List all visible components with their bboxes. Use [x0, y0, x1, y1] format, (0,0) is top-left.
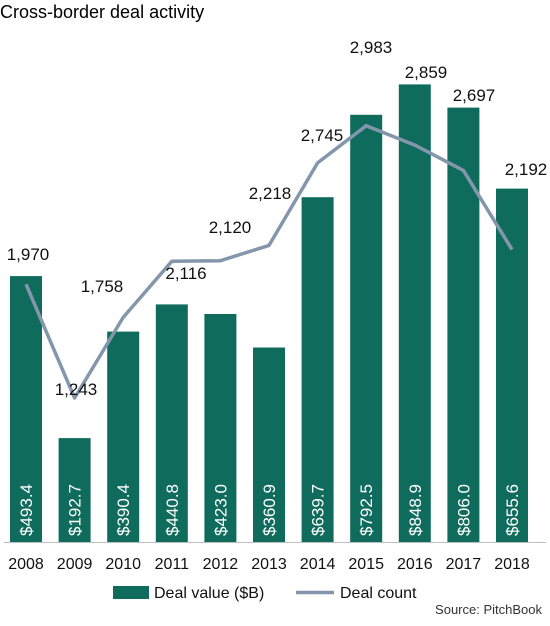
deal-count-line	[24, 123, 514, 400]
x-tick-2018: 2018	[494, 556, 530, 573]
bar-value-label-2011: $440.8	[163, 484, 182, 536]
x-tick-2011: 2011	[155, 556, 190, 573]
bar-value-label-2018: $655.6	[503, 484, 522, 536]
legend-label-deal-value: Deal value ($B)	[154, 585, 264, 602]
bar-2016	[398, 84, 431, 543]
bar-value-label-2009: $192.7	[66, 484, 85, 536]
bar-value-label-2017: $806.0	[454, 484, 473, 536]
x-tick-2010: 2010	[105, 556, 141, 573]
bar-2009	[58, 438, 91, 542]
chart-title: Cross-border deal activity	[0, 2, 205, 22]
count-label-2018: 2,192	[505, 160, 548, 179]
bar-value-label-2015: $792.5	[357, 484, 376, 536]
bar-value-label-2010: $390.4	[114, 484, 133, 536]
x-tick-2016: 2016	[397, 556, 433, 573]
bar-value-label-2016: $848.9	[406, 484, 425, 536]
bar-2015	[350, 114, 383, 543]
bar-2008	[10, 276, 42, 542]
x-axis: 2008 2009 2010 2011 2012 2013 2014 2015 2016 2017…	[4, 542, 546, 573]
legend-label-deal-count: Deal count	[340, 585, 417, 602]
x-tick-2017: 2017	[446, 556, 482, 573]
x-tick-2015: 2015	[348, 556, 384, 573]
line-layer: 1,970 1,243 1,758 2,116 2,120 2,218 2,745 2,983…	[7, 38, 548, 400]
count-label-2014: 2,745	[301, 126, 344, 145]
x-tick-2013: 2013	[251, 556, 287, 573]
legend: Deal value ($B) Deal count	[113, 585, 417, 602]
bars-layer: $493.4 $192.7 $390.4 $440.8 $423.0 $360.9 $639…	[10, 84, 528, 543]
count-label-2009: 1,243	[55, 380, 98, 399]
bar-value-label-2014: $639.7	[309, 484, 328, 536]
count-label-2015: 2,983	[350, 38, 393, 57]
bar-value-label-2012: $423.0	[211, 484, 230, 536]
count-label-2008: 1,970	[7, 245, 50, 264]
count-label-2013: 2,218	[249, 184, 292, 203]
x-tick-2008: 2008	[8, 556, 44, 573]
count-label-2011: 2,116	[165, 264, 206, 283]
bar-2011	[155, 304, 188, 542]
bar-value-label-2013: $360.9	[260, 484, 279, 536]
bar-2014	[301, 197, 334, 542]
count-label-2017: 2,697	[453, 86, 496, 105]
bar-2012	[204, 314, 237, 542]
bar-2010	[107, 331, 140, 542]
x-tick-2009: 2009	[57, 556, 93, 573]
bar-2017	[447, 107, 480, 542]
bar-2013	[253, 347, 285, 542]
x-tick-2014: 2014	[300, 556, 336, 573]
count-label-2010: 1,758	[81, 277, 124, 296]
count-label-2016: 2,859	[405, 63, 448, 82]
count-label-2012: 2,120	[209, 218, 252, 237]
legend-swatch-deal-value	[113, 586, 149, 599]
x-tick-2012: 2012	[203, 556, 239, 573]
source-note: Source: PitchBook	[435, 602, 542, 617]
bar-value-label-2008: $493.4	[17, 484, 36, 536]
